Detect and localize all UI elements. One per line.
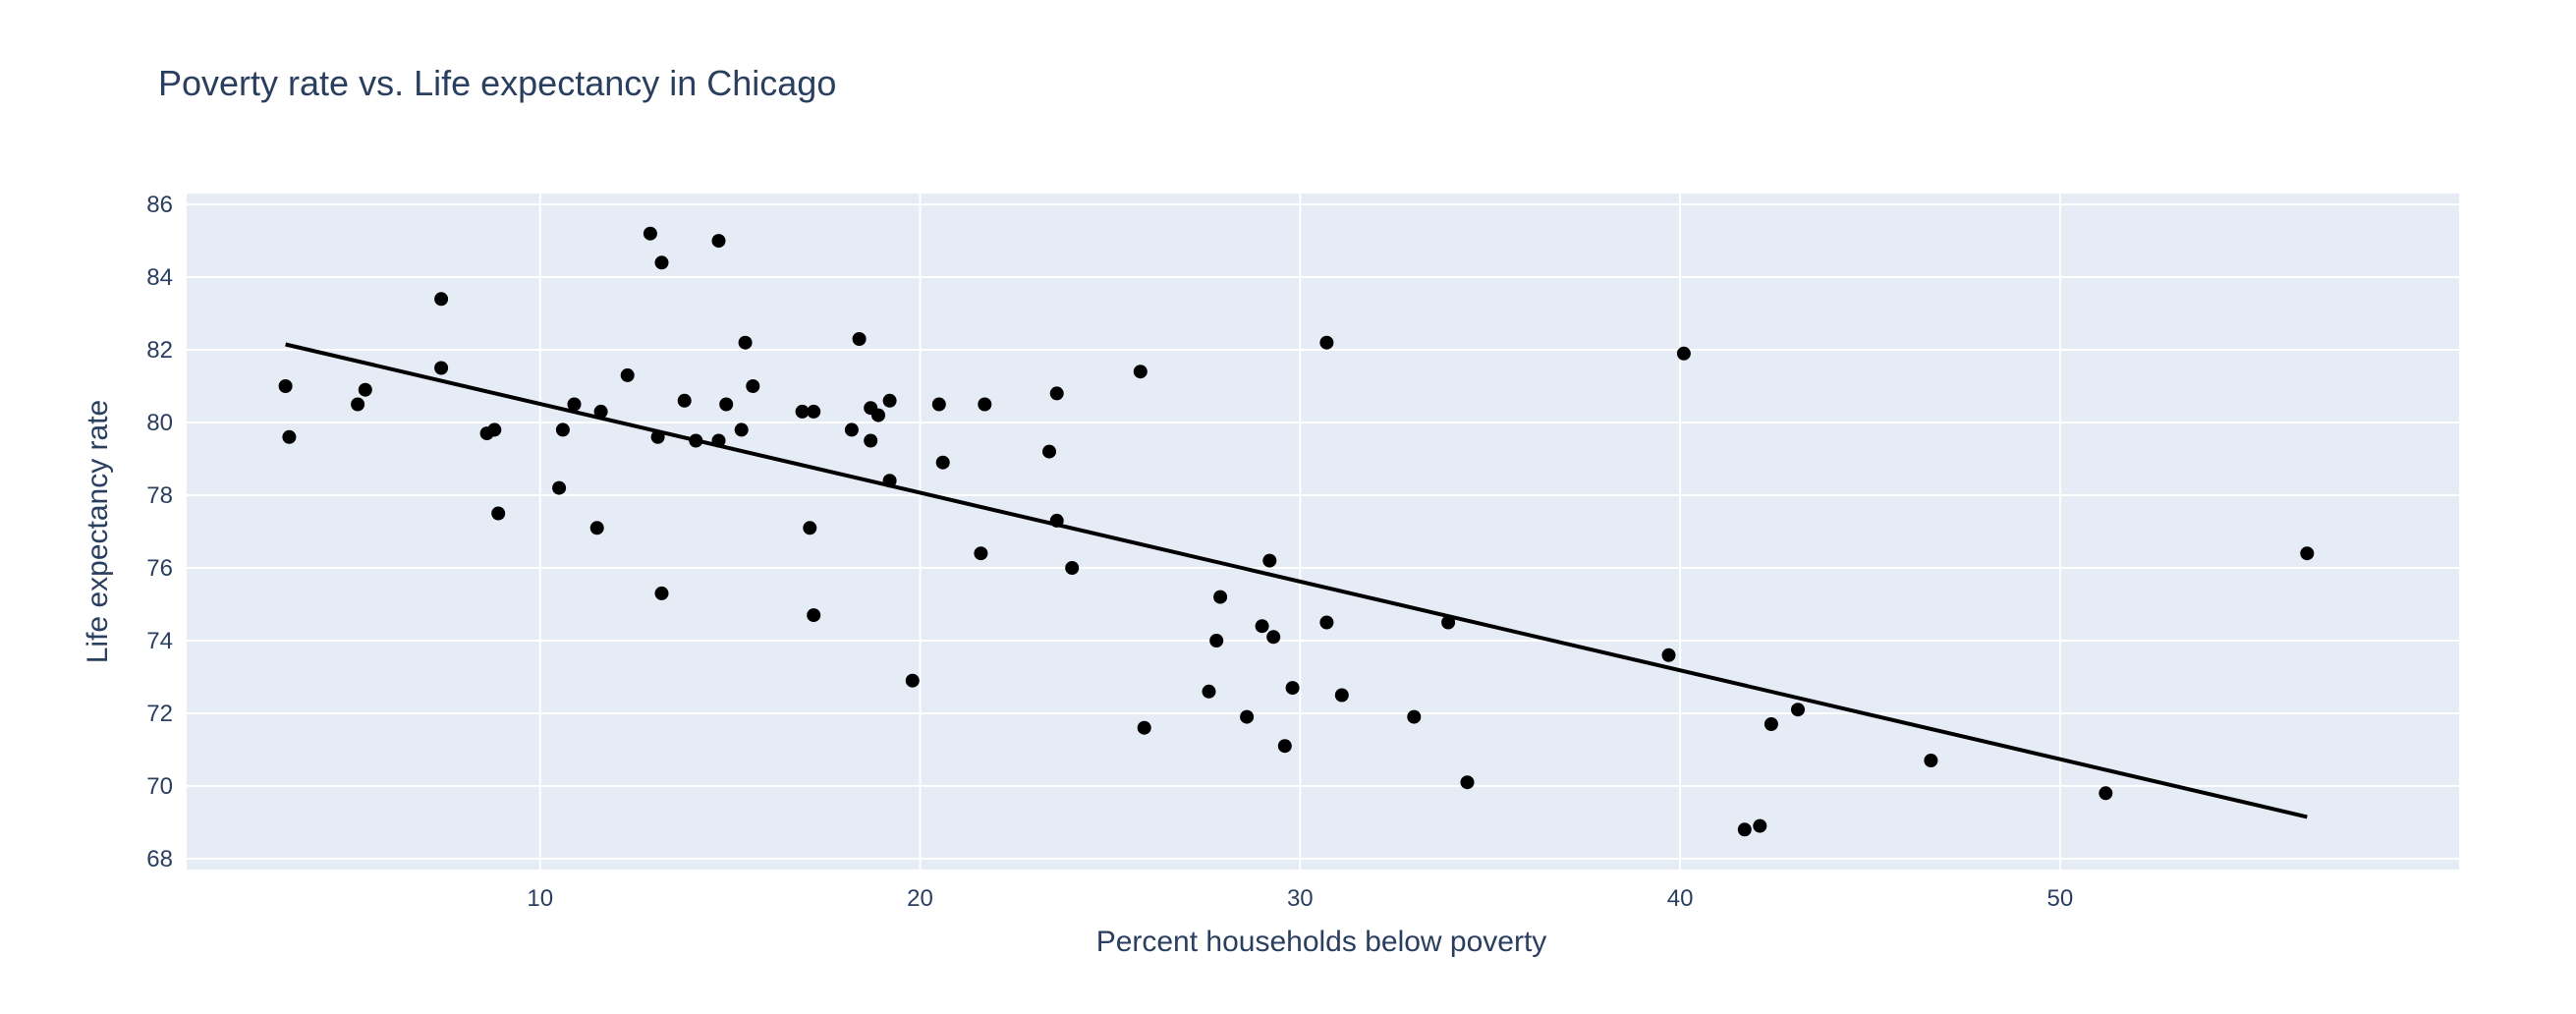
scatter-point (1240, 709, 1255, 724)
scatter-point (1042, 444, 1056, 459)
scatter-point (1791, 703, 1805, 717)
scatter-point (844, 422, 859, 437)
y-tick-label: 78 (146, 482, 173, 509)
y-tick-label: 86 (146, 192, 173, 218)
scatter-point (1277, 739, 1292, 754)
scatter-point (1049, 386, 1064, 401)
scatter-point (871, 408, 885, 422)
scatter-point (746, 379, 760, 393)
scatter-point (654, 255, 669, 270)
scatter-point (351, 397, 365, 412)
scatter-point (1753, 818, 1767, 833)
scatter-point (734, 422, 749, 437)
scatter-point (1407, 709, 1422, 724)
y-axis-title: Life expectancy rate (82, 400, 114, 664)
scatter-point (931, 397, 946, 412)
scatter-point (1049, 513, 1064, 528)
x-tick-label: 40 (1667, 885, 1694, 912)
scatter-point (1334, 688, 1349, 703)
scatter-point (654, 586, 669, 600)
scatter-point (807, 404, 821, 419)
scatter-point (552, 480, 567, 495)
scatter-point (719, 397, 734, 412)
scatter-point (1255, 619, 1269, 634)
x-tick-label: 50 (2047, 885, 2074, 912)
scatter-point (864, 433, 878, 448)
scatter-point (1319, 615, 1334, 630)
scatter-point (555, 422, 570, 437)
plot-area (187, 194, 2459, 870)
scatter-point (1133, 365, 1148, 379)
scatter-point (711, 234, 726, 249)
scatter-point (1285, 681, 1300, 696)
scatter-point (677, 393, 692, 408)
scatter-point (1202, 684, 1216, 699)
y-axis-ticks: 68 70 72 74 76 78 80 82 84 86 (146, 192, 173, 873)
scatter-point (1924, 754, 1938, 767)
y-tick-label: 70 (146, 773, 173, 800)
scatter-point (1676, 346, 1691, 361)
y-tick-label: 84 (146, 264, 173, 291)
y-tick-label: 80 (146, 410, 173, 436)
scatter-point (434, 292, 449, 307)
chart-title: Poverty rate vs. Life expectancy in Chic… (158, 63, 836, 103)
scatter-point (650, 429, 665, 444)
scatter-point (803, 521, 817, 535)
trendline (285, 342, 2308, 819)
x-tick-label: 20 (907, 885, 933, 912)
scatter-point (974, 546, 988, 561)
scatter-point (882, 393, 897, 408)
scatter-point (434, 361, 449, 375)
scatter-point (358, 382, 372, 397)
scatter-point (807, 608, 821, 623)
y-tick-label: 68 (146, 846, 173, 873)
scatter-point (620, 367, 635, 382)
scatter-point (1319, 335, 1334, 350)
x-axis-ticks: 10 20 30 40 50 (527, 885, 2073, 912)
scatter-point (2300, 546, 2315, 561)
scatter-point (589, 521, 604, 535)
scatter-point (1661, 648, 1676, 662)
scatter-point (2099, 786, 2113, 801)
scatter-point (593, 404, 608, 419)
x-tick-label: 10 (527, 885, 553, 912)
scatter-point (1065, 561, 1080, 575)
scatter-point (1441, 615, 1456, 630)
scatter-points (278, 226, 2315, 837)
x-axis-title: Percent households below poverty (1096, 926, 1547, 958)
scatter-point (567, 397, 582, 412)
scatter-point (852, 332, 867, 346)
trendline-path (285, 342, 2308, 819)
scatter-point (905, 673, 920, 688)
scatter-point (1213, 590, 1228, 604)
scatter-point (1737, 822, 1752, 837)
y-tick-label: 82 (146, 337, 173, 364)
y-tick-label: 74 (146, 628, 173, 654)
scatter-point (643, 226, 657, 241)
scatter-point (1266, 630, 1281, 645)
grid-lines (187, 194, 2459, 870)
scatter-point (978, 397, 992, 412)
scatter-point (882, 474, 897, 488)
x-tick-label: 30 (1287, 885, 1314, 912)
y-tick-label: 76 (146, 555, 173, 582)
scatter-point (487, 422, 502, 437)
y-tick-label: 72 (146, 701, 173, 727)
scatter-point (1262, 553, 1277, 568)
scatter-point (935, 455, 950, 470)
scatter-point (795, 404, 810, 419)
scatter-point (491, 506, 506, 521)
scatter-point (738, 335, 753, 350)
scatter-point (1137, 720, 1151, 735)
scatter-point (1209, 634, 1224, 648)
scatter-point (711, 433, 726, 448)
scatter-point (282, 429, 297, 444)
scatter-point (689, 433, 703, 448)
scatter-point (1764, 717, 1778, 731)
scatter-point (1460, 775, 1475, 790)
scatter-point (278, 379, 293, 393)
